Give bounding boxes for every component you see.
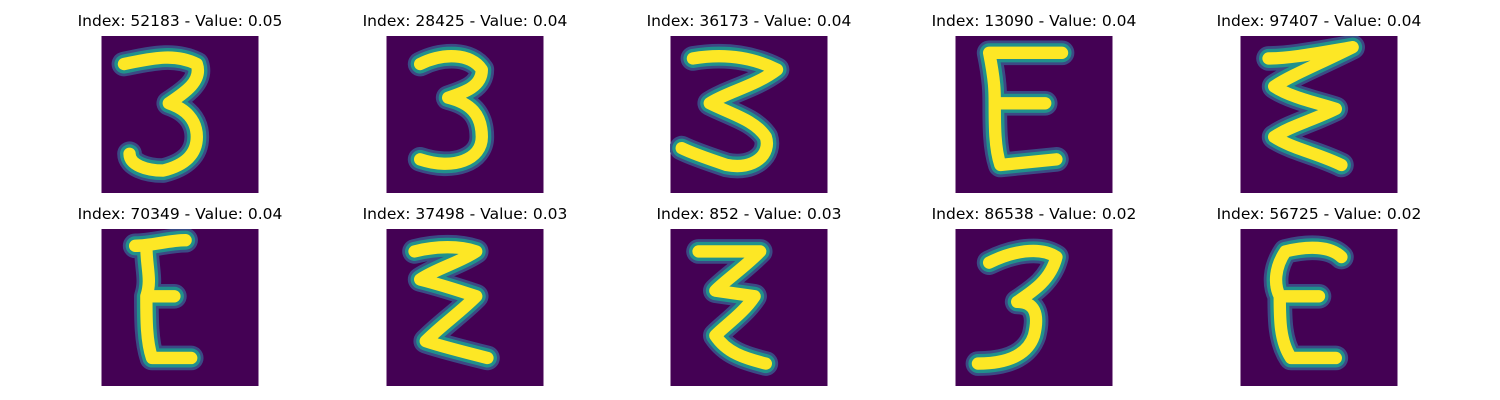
digit-image bbox=[1240, 36, 1398, 193]
digit-image bbox=[955, 229, 1113, 386]
digit-stroke bbox=[692, 245, 772, 370]
panel-title: Index: 97407 - Value: 0.04 bbox=[1216, 12, 1422, 30]
digit-image bbox=[1240, 229, 1398, 386]
digit-image bbox=[101, 229, 259, 386]
digit-image bbox=[670, 229, 828, 386]
digit-stroke bbox=[675, 50, 784, 173]
digit-stroke bbox=[117, 51, 205, 177]
digit-stroke bbox=[1262, 41, 1359, 172]
panel-title: Index: 36173 - Value: 0.04 bbox=[646, 12, 852, 30]
digit-image bbox=[386, 229, 544, 386]
digit-stroke bbox=[128, 234, 198, 365]
panel-title: Index: 86538 - Value: 0.02 bbox=[931, 205, 1137, 223]
panel-title: Index: 70349 - Value: 0.04 bbox=[77, 205, 283, 223]
panel-title: Index: 28425 - Value: 0.04 bbox=[362, 12, 568, 30]
panel-title: Index: 13090 - Value: 0.04 bbox=[931, 12, 1137, 30]
panel-title: Index: 852 - Value: 0.03 bbox=[656, 205, 842, 223]
digit-stroke bbox=[982, 46, 1069, 172]
panel-title: Index: 56725 - Value: 0.02 bbox=[1216, 205, 1422, 223]
digit-stroke bbox=[408, 241, 494, 365]
panel-title: Index: 37498 - Value: 0.03 bbox=[362, 205, 568, 223]
digit-image bbox=[101, 36, 259, 193]
digit-stroke bbox=[1269, 241, 1348, 365]
digit-image bbox=[386, 36, 544, 193]
digit-stroke bbox=[413, 50, 488, 170]
digit-image bbox=[955, 36, 1113, 193]
panel-title: Index: 52183 - Value: 0.05 bbox=[77, 12, 283, 30]
digit-image bbox=[670, 36, 828, 193]
digit-stroke bbox=[971, 244, 1063, 370]
